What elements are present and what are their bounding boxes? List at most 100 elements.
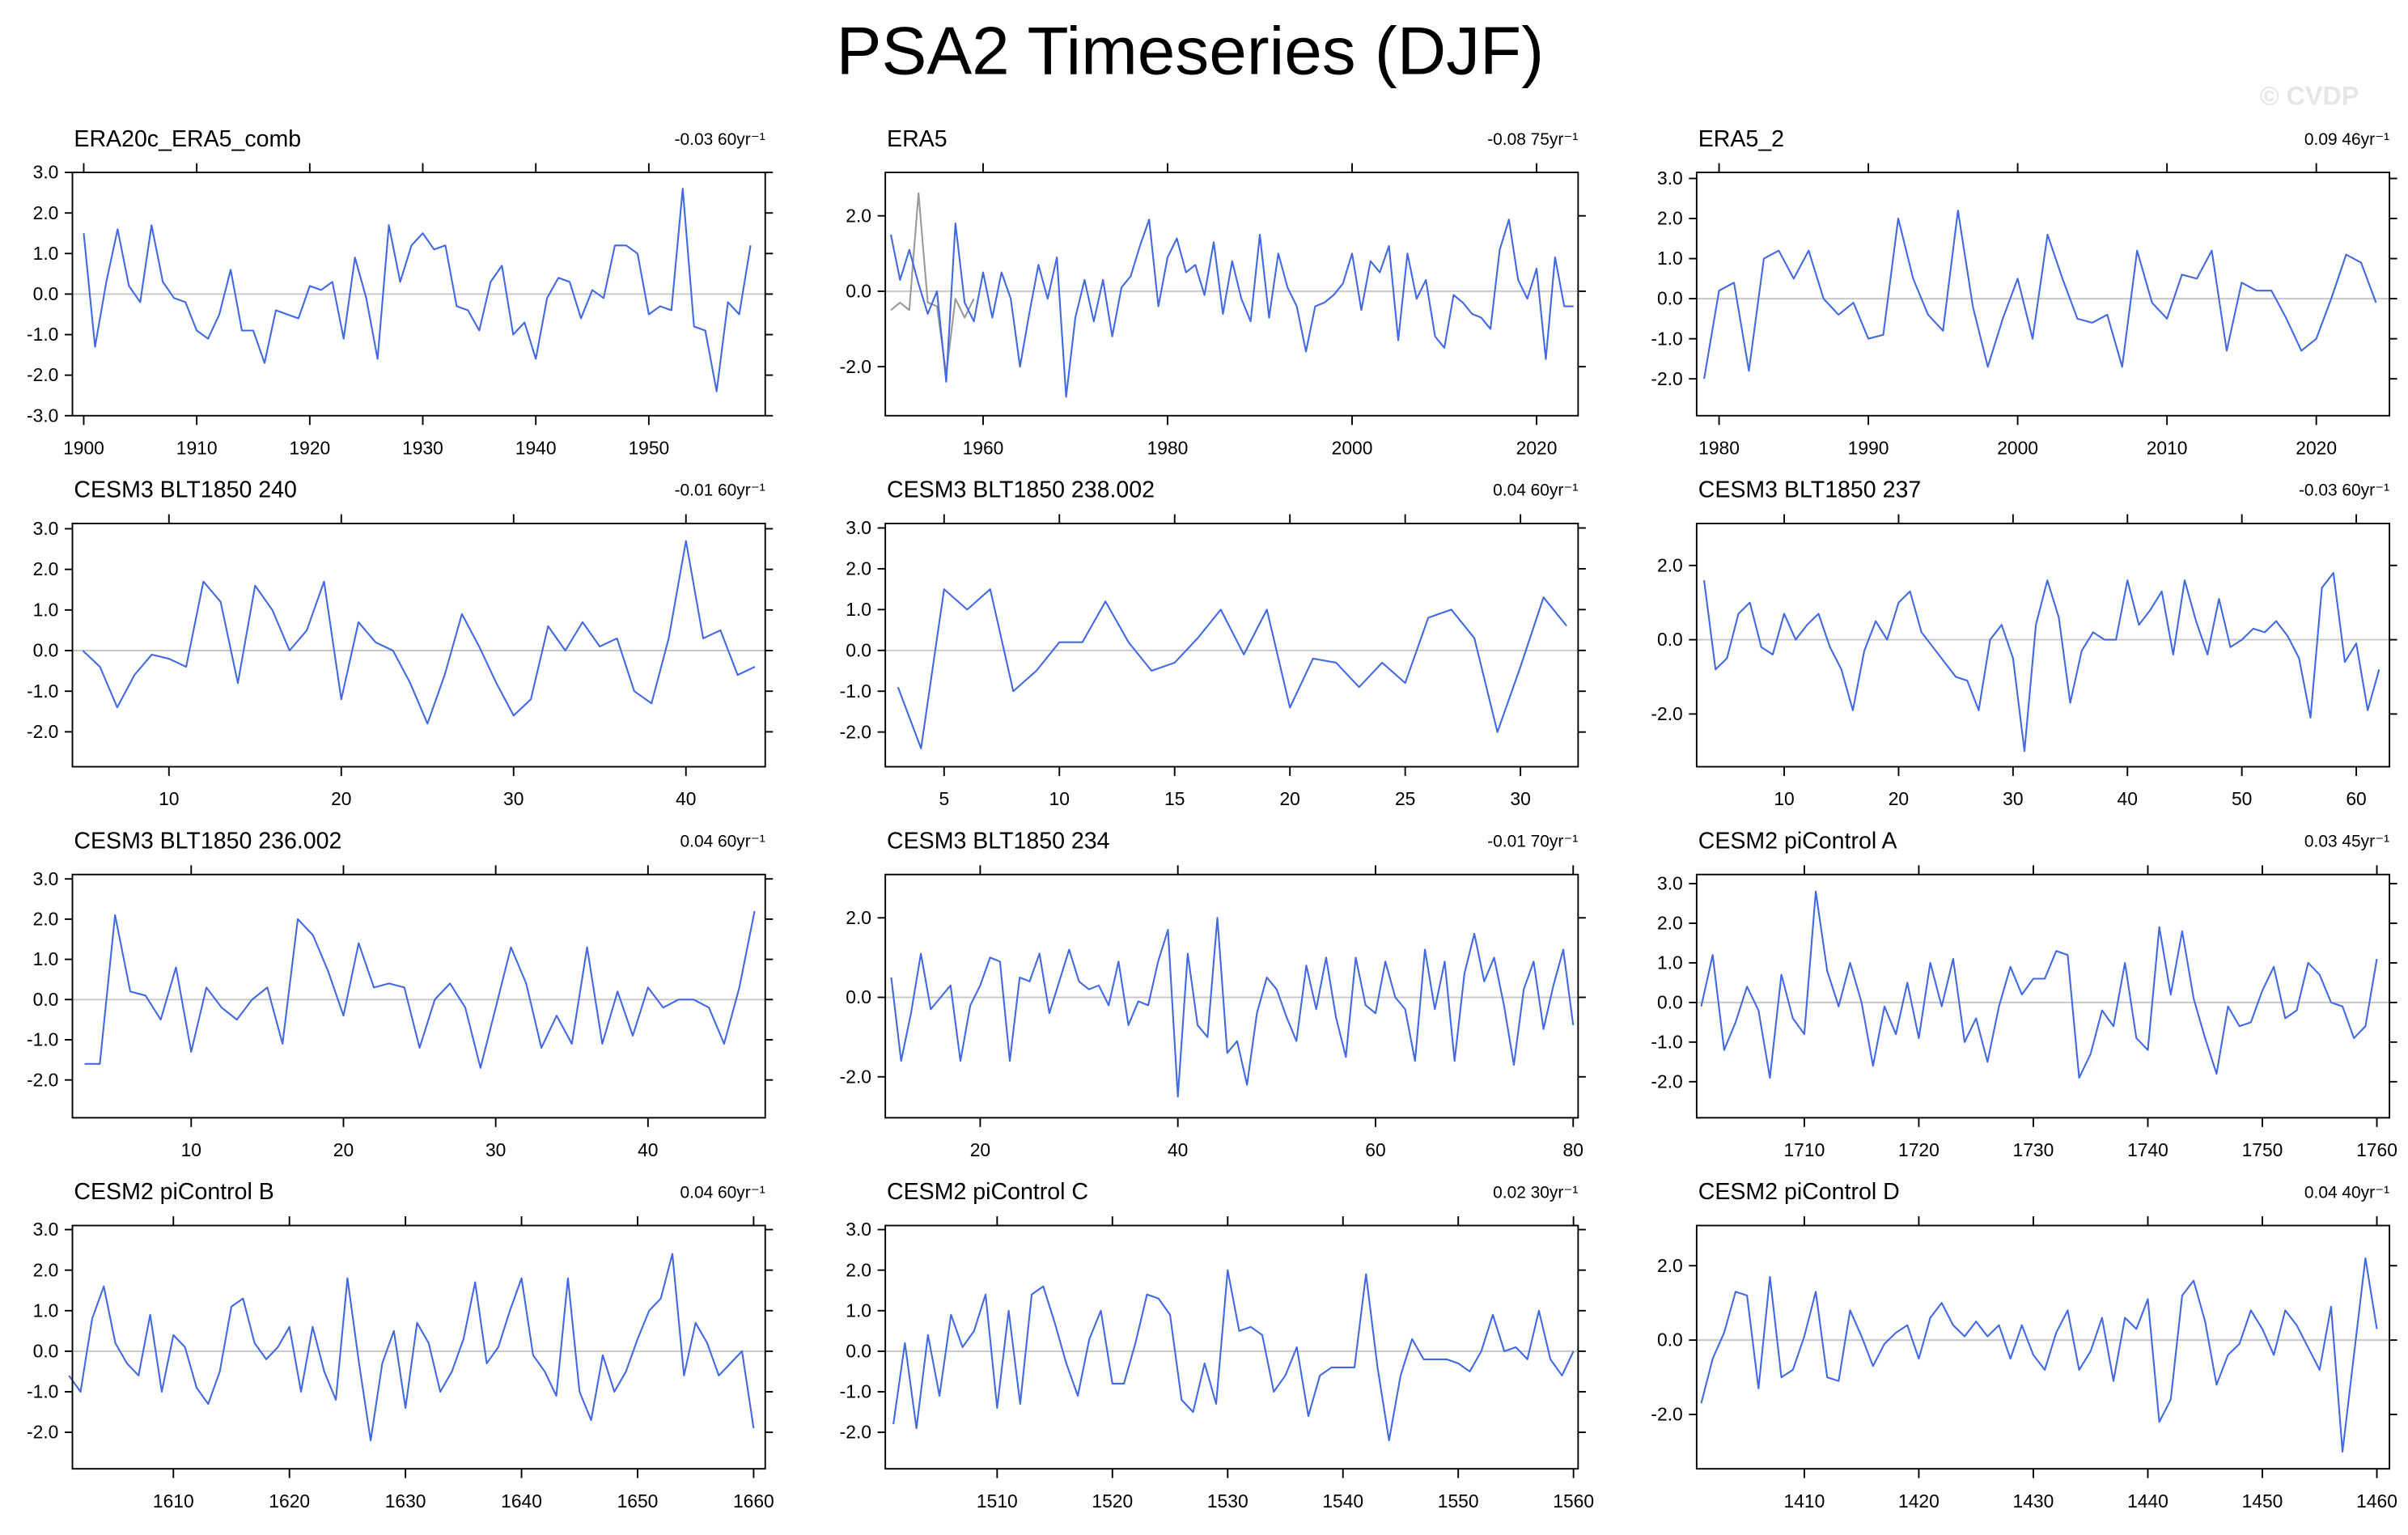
panel-title: CESM3 BLT1850 238.002 bbox=[887, 477, 1155, 503]
trend-label: 0.03 45yr⁻¹ bbox=[2304, 832, 2389, 850]
x-tick-label: 1930 bbox=[402, 437, 443, 458]
y-tick-label: 1.0 bbox=[1657, 952, 1683, 973]
x-tick-label: 1410 bbox=[1784, 1490, 1825, 1512]
x-tick-label: 2000 bbox=[1997, 437, 2038, 458]
x-tick-label: 1900 bbox=[63, 437, 104, 458]
panel: CESM3 BLT1850 236.002 0.04 60yr⁻¹ 3.0 2.0 1.… bbox=[27, 828, 774, 1160]
trend-label: 0.02 30yr⁻¹ bbox=[1493, 1183, 1578, 1202]
y-tick-label: -2.0 bbox=[1651, 703, 1682, 724]
panel: ERA5_2 0.09 46yr⁻¹ 3.0 2.0 1.0 0.0 -1.0 -2.0 198… bbox=[1651, 126, 2397, 458]
x-tick-label: 1760 bbox=[2356, 1139, 2397, 1160]
series-line bbox=[1703, 210, 2377, 380]
y-tick-label: 0.0 bbox=[1657, 1329, 1683, 1351]
trend-label: 0.04 60yr⁻¹ bbox=[680, 832, 765, 850]
x-tick-label: 1910 bbox=[176, 437, 218, 458]
series-line bbox=[83, 188, 752, 392]
x-tick-label: 10 bbox=[181, 1139, 201, 1160]
x-tick-label: 1990 bbox=[1848, 437, 1889, 458]
y-tick-label: 0.0 bbox=[846, 281, 871, 302]
panel-title: ERA5 bbox=[887, 126, 948, 152]
plot-frame bbox=[71, 873, 766, 1119]
y-tick-label: 3.0 bbox=[1657, 873, 1683, 894]
x-tick-label: 1950 bbox=[628, 437, 669, 458]
y-tick-label: 0.0 bbox=[1657, 629, 1683, 650]
y-tick-label: -1.0 bbox=[27, 1381, 58, 1402]
y-tick-label: 2.0 bbox=[1657, 554, 1683, 575]
x-tick-label: 40 bbox=[1168, 1139, 1188, 1160]
x-tick-label: 1550 bbox=[1438, 1490, 1479, 1512]
trend-label: -0.03 60yr⁻¹ bbox=[2299, 481, 2389, 500]
x-tick-label: 1420 bbox=[1898, 1490, 1940, 1512]
y-tick-label: 3.0 bbox=[33, 518, 59, 539]
panel-title: CESM3 BLT1850 240 bbox=[74, 477, 296, 503]
x-tick-label: 1750 bbox=[2242, 1139, 2283, 1160]
y-tick-label: 0.0 bbox=[1657, 288, 1683, 309]
x-tick-label: 1980 bbox=[1698, 437, 1740, 458]
series-line bbox=[68, 1253, 755, 1442]
x-tick-label: 60 bbox=[1365, 1139, 1385, 1160]
x-tick-label: 80 bbox=[1563, 1139, 1583, 1160]
x-tick-label: 20 bbox=[970, 1139, 990, 1160]
panel-title: CESM3 BLT1850 234 bbox=[887, 828, 1110, 854]
y-tick-label: -2.0 bbox=[1651, 1404, 1682, 1425]
y-tick-label: -2.0 bbox=[27, 1069, 58, 1090]
y-tick-label: -1.0 bbox=[27, 324, 58, 345]
panel: ERA5 -0.08 75yr⁻¹ 2.0 0.0 -2.0 1960 1980 2000 20… bbox=[840, 126, 1586, 458]
panel: CESM2 piControl D 0.04 40yr⁻¹ 2.0 0.0 -2.0 14… bbox=[1651, 1179, 2397, 1512]
y-tick-label: 2.0 bbox=[846, 907, 871, 928]
y-tick-label: 3.0 bbox=[33, 1219, 59, 1240]
y-tick-label: -2.0 bbox=[27, 1422, 58, 1443]
y-tick-label: 0.0 bbox=[33, 1340, 59, 1361]
x-tick-label: 50 bbox=[2232, 788, 2252, 809]
y-tick-label: 1.0 bbox=[846, 599, 871, 620]
x-tick-label: 1460 bbox=[2356, 1490, 2397, 1512]
x-tick-label: 25 bbox=[1395, 788, 1415, 809]
y-tick-label: 1.0 bbox=[33, 599, 59, 620]
x-tick-label: 20 bbox=[1889, 788, 1909, 809]
x-tick-label: 1960 bbox=[963, 437, 1004, 458]
figure-title: PSA2 Timeseries (DJF) bbox=[837, 12, 1544, 88]
x-tick-label: 1520 bbox=[1092, 1490, 1133, 1512]
y-tick-label: 1.0 bbox=[846, 1300, 871, 1321]
x-tick-label: 1430 bbox=[2013, 1490, 2054, 1512]
x-tick-label: 1710 bbox=[1784, 1139, 1825, 1160]
trend-label: 0.04 60yr⁻¹ bbox=[1493, 481, 1578, 500]
y-tick-label: -1.0 bbox=[840, 681, 871, 702]
x-tick-label: 2000 bbox=[1332, 437, 1373, 458]
plot-frame bbox=[71, 172, 766, 417]
series-line bbox=[1703, 571, 2380, 753]
y-tick-label: 0.0 bbox=[1657, 991, 1683, 1012]
y-tick-label: -2.0 bbox=[27, 721, 58, 742]
panel-title: CESM2 piControl C bbox=[887, 1179, 1088, 1205]
panel: CESM2 piControl A 0.03 45yr⁻¹ 3.0 2.0 1.0 0.0… bbox=[1651, 828, 2397, 1160]
x-tick-label: 40 bbox=[638, 1139, 658, 1160]
x-tick-label: 1560 bbox=[1553, 1490, 1594, 1512]
x-tick-label: 10 bbox=[159, 788, 179, 809]
x-tick-label: 60 bbox=[2346, 788, 2366, 809]
x-tick-label: 10 bbox=[1774, 788, 1794, 809]
plot-frame bbox=[884, 172, 1579, 417]
panel-title: CESM3 BLT1850 237 bbox=[1698, 477, 1921, 503]
trend-label: -0.01 60yr⁻¹ bbox=[675, 481, 765, 500]
plot-frame bbox=[1695, 172, 2391, 417]
panel-title: ERA5_2 bbox=[1698, 126, 1784, 152]
plot-frame bbox=[884, 1224, 1579, 1470]
y-tick-label: 2.0 bbox=[1657, 208, 1683, 229]
trend-label: 0.04 60yr⁻¹ bbox=[680, 1183, 765, 1202]
x-tick-label: 40 bbox=[2118, 788, 2138, 809]
series-line bbox=[897, 588, 1567, 749]
x-tick-label: 1730 bbox=[2013, 1139, 2054, 1160]
x-tick-label: 20 bbox=[1279, 788, 1299, 809]
y-tick-label: 0.0 bbox=[846, 986, 871, 1007]
y-tick-label: -3.0 bbox=[27, 405, 58, 426]
plot-frame bbox=[884, 522, 1579, 768]
series-line bbox=[1700, 1257, 2378, 1453]
plot-frame bbox=[1695, 1224, 2391, 1470]
y-tick-label: 2.0 bbox=[1657, 1255, 1683, 1276]
x-tick-label: 1510 bbox=[977, 1490, 1018, 1512]
series-line bbox=[889, 218, 1574, 398]
y-tick-label: 1.0 bbox=[33, 1300, 59, 1321]
x-tick-label: 2010 bbox=[2147, 437, 2188, 458]
